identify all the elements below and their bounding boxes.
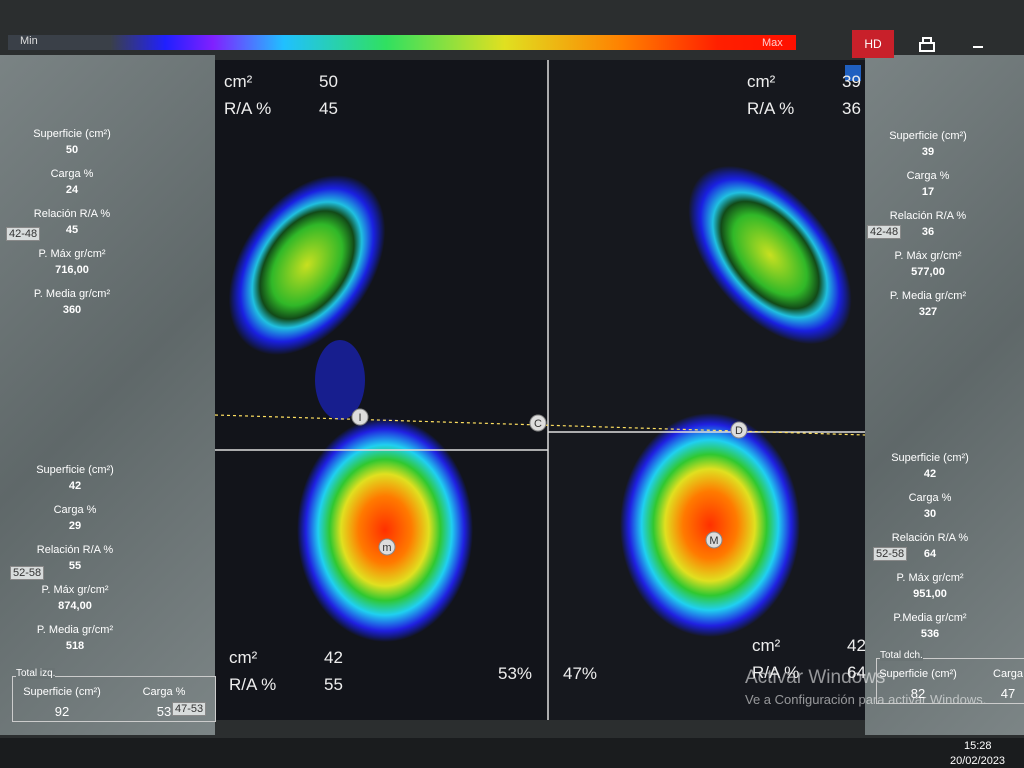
stat-label: P. Máx gr/cm² — [38, 248, 106, 260]
stat-value: 327 — [918, 306, 938, 318]
total-title: Total dch. — [880, 650, 923, 661]
area-value: 42 — [847, 636, 866, 655]
total-label: Superficie (cm²) — [879, 668, 957, 680]
stat-label: Superficie (cm²) — [33, 128, 111, 140]
stat-label: P. Máx gr/cm² — [896, 572, 964, 584]
stat-label: Superficie (cm²) — [889, 130, 967, 142]
marker-label: C — [534, 418, 542, 430]
ra-value: 45 — [319, 99, 338, 118]
total-value: 47 — [1000, 686, 1016, 701]
range-box: 47-53 — [172, 702, 207, 716]
stat-label: Superficie (cm²) — [891, 452, 969, 464]
area-value: 42 — [324, 648, 343, 667]
stat-value: 39 — [921, 146, 935, 158]
ra-label: R/A % — [229, 675, 277, 694]
stat-label: Relación R/A % — [891, 532, 969, 544]
stat-value: 30 — [923, 508, 937, 520]
total-value: 92 — [54, 704, 70, 719]
stat-label: Carga % — [50, 168, 94, 180]
stat-label: Relación R/A % — [33, 208, 111, 220]
area-value: 50 — [319, 72, 338, 91]
total-box — [12, 676, 216, 722]
color-scale — [8, 35, 796, 50]
marker-label: I — [358, 412, 361, 424]
marker — [378, 538, 396, 556]
marker-label: m — [382, 542, 391, 554]
unit-label: cm² — [229, 648, 258, 667]
ra-label: R/A % — [752, 663, 800, 682]
pressure-image: I C Dm M — [215, 60, 865, 720]
stat-value: 42 — [68, 480, 82, 492]
stat-value: 42 — [923, 468, 937, 480]
right-panel — [865, 55, 1024, 735]
stat-value: 360 — [62, 304, 82, 316]
stat-value: 45 — [65, 224, 79, 236]
stat-value: 64 — [923, 548, 937, 560]
taskbar — [0, 738, 1024, 768]
clock-date: 20/02/2023 — [950, 755, 1006, 767]
minimize[interactable] — [973, 46, 983, 48]
stat-value: 716,00 — [55, 264, 89, 276]
area-value: 39 — [842, 72, 861, 91]
marker-label: M — [709, 535, 718, 547]
stat-label: Carga % — [908, 492, 952, 504]
total-label: Carga — [993, 668, 1023, 680]
stat-value: 50 — [65, 144, 79, 156]
ra-value: 64 — [847, 663, 866, 682]
marker — [705, 531, 723, 549]
ra-label: R/A % — [747, 99, 795, 118]
range-box: 42-48 — [867, 225, 902, 239]
marker — [730, 421, 748, 439]
stat-label: P. Media gr/cm² — [36, 624, 114, 636]
stat-label: P.Media gr/cm² — [893, 612, 967, 624]
ra-value: 55 — [324, 675, 343, 694]
ra-value: 36 — [842, 99, 861, 118]
stat-value: 951,00 — [913, 588, 947, 600]
clock-time: 15:28 — [964, 740, 992, 752]
total-title: Total izq. — [16, 668, 56, 679]
range-box: 42-48 — [6, 227, 41, 241]
total-value: 53 — [156, 704, 172, 719]
stat-value: 874,00 — [58, 600, 92, 612]
unit-label: cm² — [747, 72, 776, 91]
stat-value: 518 — [65, 640, 85, 652]
total-label: Carga % — [142, 686, 186, 698]
watermark-title: Activar Windows — [745, 667, 886, 688]
stat-value: 17 — [921, 186, 935, 198]
range-box: 52-58 — [873, 547, 908, 561]
stat-value: 29 — [68, 520, 82, 532]
stat-label: P. Máx gr/cm² — [41, 584, 109, 596]
stat-label: Relación R/A % — [889, 210, 967, 222]
range-box: 52-58 — [10, 566, 45, 580]
stat-value: 36 — [921, 226, 935, 238]
stat-label: Relación R/A % — [36, 544, 114, 556]
scale-max: Max — [762, 37, 783, 49]
stat-label: P. Máx gr/cm² — [894, 250, 962, 262]
total-label: Superficie (cm²) — [23, 686, 101, 698]
stat-label: P. Media gr/cm² — [33, 288, 111, 300]
unit-label: cm² — [224, 72, 253, 91]
stat-label: Carga % — [53, 504, 97, 516]
stat-label: Carga % — [906, 170, 950, 182]
marker — [351, 408, 369, 426]
left-panel — [0, 55, 215, 735]
right-percent: 47% — [563, 664, 598, 683]
unit-label: cm² — [752, 636, 781, 655]
print-icon[interactable] — [917, 37, 937, 55]
total-value: 82 — [910, 686, 926, 701]
hd-button[interactable]: HD — [852, 30, 894, 58]
stat-value: 24 — [65, 184, 79, 196]
stat-value: 577,00 — [911, 266, 945, 278]
stat-value: 55 — [68, 560, 82, 572]
marker — [529, 414, 547, 432]
scale-min: Min — [20, 35, 38, 47]
stat-value: 536 — [920, 628, 940, 640]
left-percent: 53% — [498, 664, 533, 683]
stat-label: P. Media gr/cm² — [889, 290, 967, 302]
marker-label: D — [735, 425, 743, 437]
total-box — [876, 658, 1024, 704]
ra-label: R/A % — [224, 99, 272, 118]
stat-label: Superficie (cm²) — [36, 464, 114, 476]
